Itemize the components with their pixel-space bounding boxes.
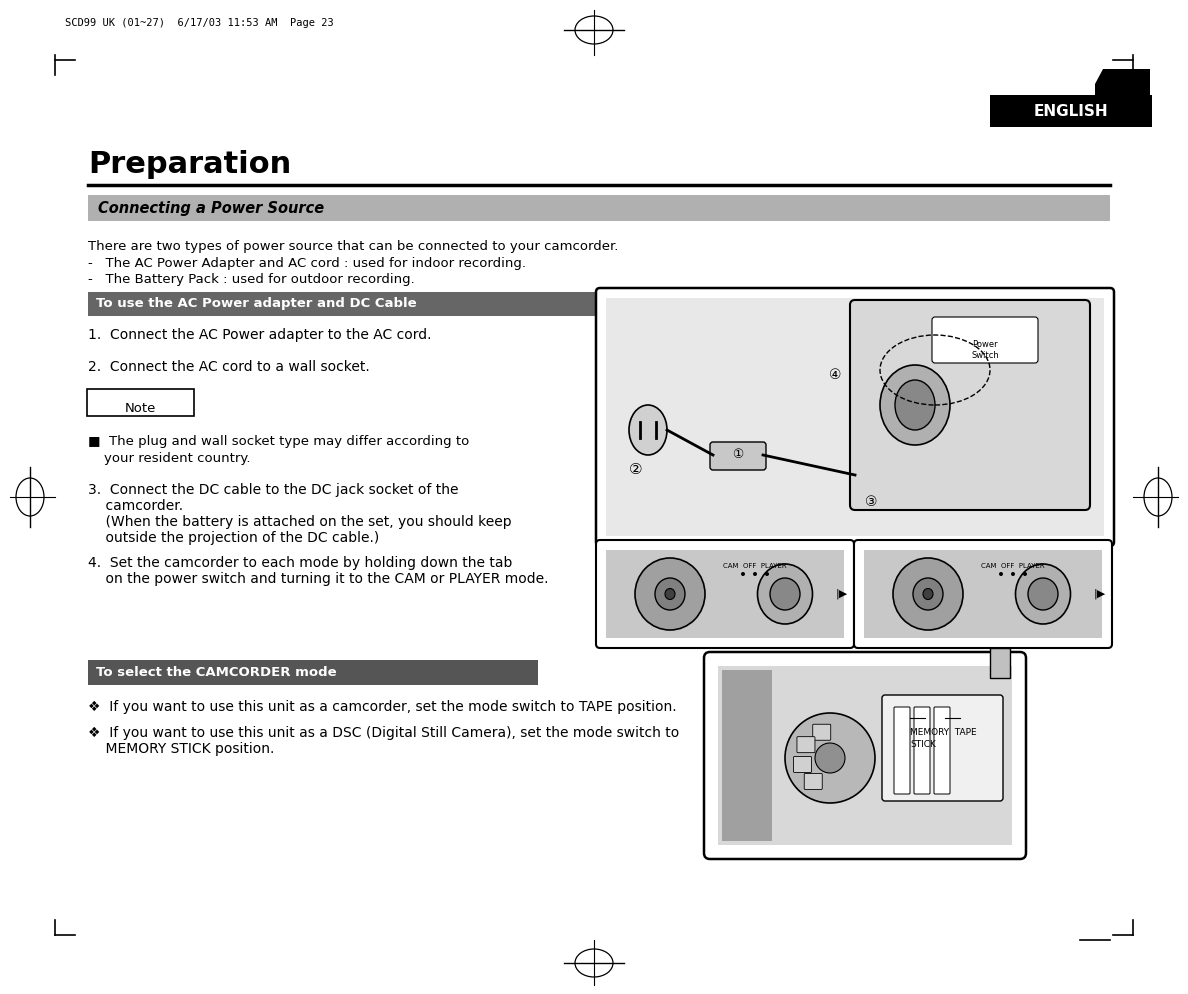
Text: CAM  OFF  PLAYER: CAM OFF PLAYER	[981, 563, 1044, 569]
FancyBboxPatch shape	[895, 707, 910, 794]
Ellipse shape	[914, 578, 943, 610]
FancyBboxPatch shape	[804, 773, 822, 789]
Text: ■  The plug and wall socket type may differ according to: ■ The plug and wall socket type may diff…	[88, 435, 469, 448]
Ellipse shape	[1023, 572, 1026, 576]
Ellipse shape	[923, 588, 933, 599]
Text: |▶: |▶	[1094, 588, 1106, 599]
Text: (When the battery is attached on the set, you should keep: (When the battery is attached on the set…	[88, 515, 512, 529]
Ellipse shape	[753, 572, 757, 576]
Text: MEMORY STICK position.: MEMORY STICK position.	[88, 742, 274, 756]
Ellipse shape	[1028, 578, 1059, 610]
Text: ④: ④	[829, 368, 841, 382]
Bar	[990, 95, 1152, 127]
Text: |▶: |▶	[836, 588, 848, 599]
FancyBboxPatch shape	[704, 652, 1026, 859]
Ellipse shape	[758, 564, 813, 624]
Text: To use the AC Power adapter and DC Cable: To use the AC Power adapter and DC Cable	[96, 297, 417, 310]
Bar	[990, 648, 1010, 678]
FancyBboxPatch shape	[813, 725, 830, 741]
Bar	[88, 292, 618, 316]
FancyBboxPatch shape	[881, 695, 1003, 801]
Ellipse shape	[741, 572, 745, 576]
Ellipse shape	[636, 558, 704, 630]
Ellipse shape	[655, 578, 685, 610]
Text: 4.  Set the camcorder to each mode by holding down the tab: 4. Set the camcorder to each mode by hol…	[88, 556, 512, 570]
Text: ①: ①	[732, 448, 744, 461]
Text: Note: Note	[125, 402, 156, 415]
Text: outside the projection of the DC cable.): outside the projection of the DC cable.)	[88, 531, 379, 545]
FancyBboxPatch shape	[87, 389, 194, 416]
FancyBboxPatch shape	[794, 756, 811, 772]
FancyBboxPatch shape	[596, 288, 1114, 546]
FancyBboxPatch shape	[849, 300, 1091, 510]
Text: ③: ③	[865, 495, 878, 509]
Ellipse shape	[880, 365, 950, 445]
FancyBboxPatch shape	[854, 540, 1112, 648]
FancyBboxPatch shape	[797, 737, 815, 752]
Text: ENGLISH: ENGLISH	[1034, 103, 1108, 118]
Text: To select the CAMCORDER mode: To select the CAMCORDER mode	[96, 666, 336, 679]
Text: Power
Switch: Power Switch	[971, 340, 999, 360]
Text: -   The Battery Pack : used for outdoor recording.: - The Battery Pack : used for outdoor re…	[88, 273, 415, 286]
FancyBboxPatch shape	[914, 707, 930, 794]
FancyBboxPatch shape	[934, 707, 950, 794]
Ellipse shape	[893, 558, 963, 630]
Ellipse shape	[770, 578, 800, 610]
Text: 1.  Connect the AC Power adapter to the AC cord.: 1. Connect the AC Power adapter to the A…	[88, 328, 431, 342]
Ellipse shape	[665, 588, 675, 599]
FancyBboxPatch shape	[596, 540, 854, 648]
Text: ②: ②	[630, 462, 643, 477]
Text: CAM  OFF  PLAYER: CAM OFF PLAYER	[723, 563, 786, 569]
Bar	[88, 660, 538, 685]
Text: STICK: STICK	[910, 740, 936, 749]
Ellipse shape	[895, 380, 935, 430]
FancyBboxPatch shape	[933, 317, 1038, 363]
Bar	[88, 195, 1110, 221]
Ellipse shape	[999, 572, 1003, 576]
Text: Connecting a Power Source: Connecting a Power Source	[97, 201, 324, 216]
Bar	[606, 298, 1104, 536]
Bar	[718, 666, 1012, 845]
Bar	[606, 550, 843, 638]
Text: ❖  If you want to use this unit as a camcorder, set the mode switch to TAPE posi: ❖ If you want to use this unit as a camc…	[88, 700, 677, 714]
FancyBboxPatch shape	[710, 442, 766, 470]
Text: Preparation: Preparation	[88, 150, 291, 179]
Text: -   The AC Power Adapter and AC cord : used for indoor recording.: - The AC Power Adapter and AC cord : use…	[88, 257, 526, 270]
Bar	[864, 550, 1102, 638]
Ellipse shape	[785, 713, 876, 803]
Text: 2.  Connect the AC cord to a wall socket.: 2. Connect the AC cord to a wall socket.	[88, 360, 369, 374]
Text: ❖  If you want to use this unit as a DSC (Digital Still Camera), set the mode sw: ❖ If you want to use this unit as a DSC …	[88, 726, 680, 740]
Polygon shape	[1095, 69, 1150, 114]
Ellipse shape	[815, 743, 845, 773]
Text: SCD99 UK (01~27)  6/17/03 11:53 AM  Page 23: SCD99 UK (01~27) 6/17/03 11:53 AM Page 2…	[65, 18, 334, 28]
Ellipse shape	[765, 572, 769, 576]
Text: MEMORY  TAPE: MEMORY TAPE	[910, 728, 977, 737]
Text: your resident country.: your resident country.	[105, 452, 251, 465]
Bar	[722, 670, 772, 841]
Ellipse shape	[628, 405, 666, 455]
Text: There are two types of power source that can be connected to your camcorder.: There are two types of power source that…	[88, 240, 619, 253]
Text: 23: 23	[1112, 893, 1135, 911]
Ellipse shape	[1011, 572, 1015, 576]
Text: on the power switch and turning it to the CAM or PLAYER mode.: on the power switch and turning it to th…	[88, 572, 549, 586]
Text: camcorder.: camcorder.	[88, 499, 183, 513]
Ellipse shape	[1016, 564, 1070, 624]
Text: 3.  Connect the DC cable to the DC jack socket of the: 3. Connect the DC cable to the DC jack s…	[88, 483, 459, 497]
